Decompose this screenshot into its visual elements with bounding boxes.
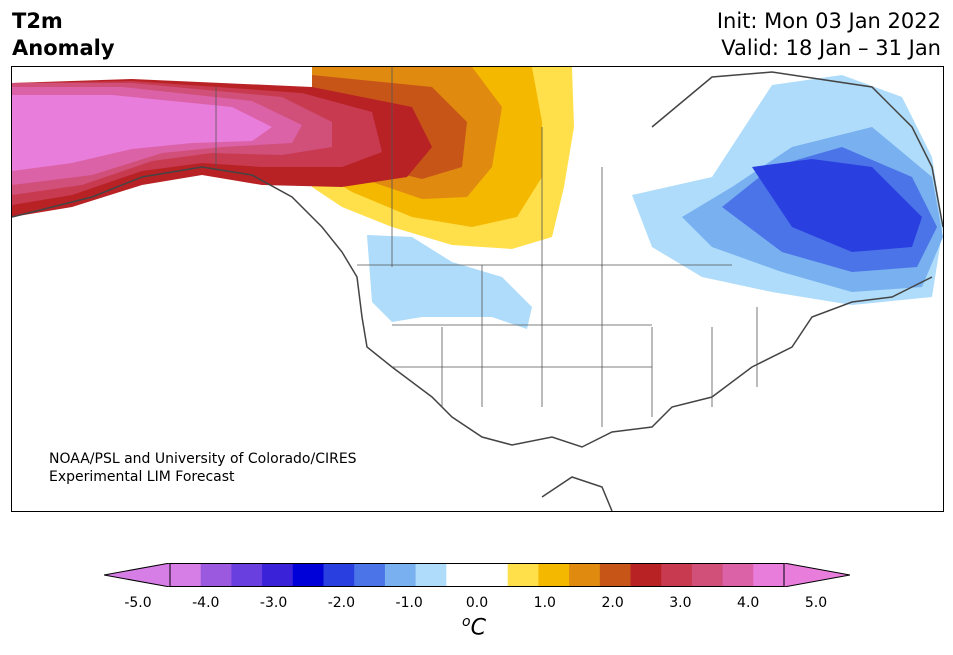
colorbar-tick-label: 3.0 [669, 595, 692, 611]
colorbar-bin [415, 563, 447, 587]
colorbar-bin [630, 563, 662, 587]
colorbar-bin [753, 563, 785, 587]
colorbar-bin [170, 563, 202, 587]
colorbar-bin [262, 563, 294, 587]
colorbar-tick-label: 4.0 [737, 595, 760, 611]
colorbar-bin [323, 563, 355, 587]
forecast-dates: Init: Mon 03 Jan 2022 Valid: 18 Jan – 31… [717, 8, 941, 62]
colorbar-tick-label: 0.0 [465, 595, 489, 611]
colorbar-tick-label: -2.0 [327, 595, 356, 611]
colorbar-ticks: -5.0 -4.0 -3.0 -2.0 -1.0 0.0 1.0 2.0 3.0 4.0 5.0 [0, 595, 953, 615]
colorbar-bin [661, 563, 693, 587]
colorbar-bin [569, 563, 601, 587]
unit-degree: o [462, 614, 471, 630]
coastlines [12, 71, 943, 511]
credit-line2: Experimental LIM Forecast [49, 469, 235, 485]
colorbar-outline [169, 563, 785, 587]
colorbar-bin [722, 563, 754, 587]
colorbar-bin [691, 563, 724, 587]
map-title: T2m Anomaly [12, 8, 115, 62]
colorbar-bin [538, 563, 570, 587]
colorbar-tick-label: -3.0 [259, 595, 288, 611]
anomaly-map [12, 67, 943, 511]
colorbar-bin [384, 563, 417, 587]
map-panel: NOAA/PSL and University of Colorado/CIRE… [11, 66, 944, 512]
init-date: Init: Mon 03 Jan 2022 [716, 9, 941, 33]
colorbar-tick-label: 1.0 [533, 595, 556, 611]
credit-text: NOAA/PSL and University of Colorado/CIRE… [49, 450, 357, 486]
cold-anomaly-deep-blue [752, 159, 922, 252]
colorbar-unit: oC [462, 614, 486, 640]
colorbar-tick-label: -1.0 [395, 595, 423, 611]
colorbar-bin [507, 563, 539, 587]
title-variable: T2m [12, 9, 63, 33]
colorbar-under-arrow [104, 563, 171, 587]
colorbar-bin [599, 563, 631, 587]
cold-anomaly-light-blue-west [367, 235, 532, 329]
credit-line1: NOAA/PSL and University of Colorado/CIRE… [49, 451, 357, 467]
colorbar-bin [354, 563, 386, 587]
colorbar-tick-label: -4.0 [192, 595, 220, 611]
colorbar-tick-label: 2.0 [601, 595, 624, 611]
colorbar [104, 563, 850, 587]
colorbar-bin [292, 563, 324, 587]
valid-date: Valid: 18 Jan – 31 Jan [721, 36, 941, 60]
political-borders [215, 67, 758, 427]
unit-letter: C [470, 615, 486, 641]
colorbar-bin [446, 563, 478, 587]
colorbar-over-arrow [783, 563, 850, 587]
title-anomaly: Anomaly [12, 36, 115, 60]
colorbar-tick-label: 5.0 [804, 595, 828, 611]
warm-anomaly-magenta [12, 95, 272, 171]
colorbar-bin [200, 563, 232, 587]
colorbar-tick-label: -5.0 [124, 595, 152, 611]
colorbar-bin [231, 563, 263, 587]
colorbar-bin [477, 563, 509, 587]
